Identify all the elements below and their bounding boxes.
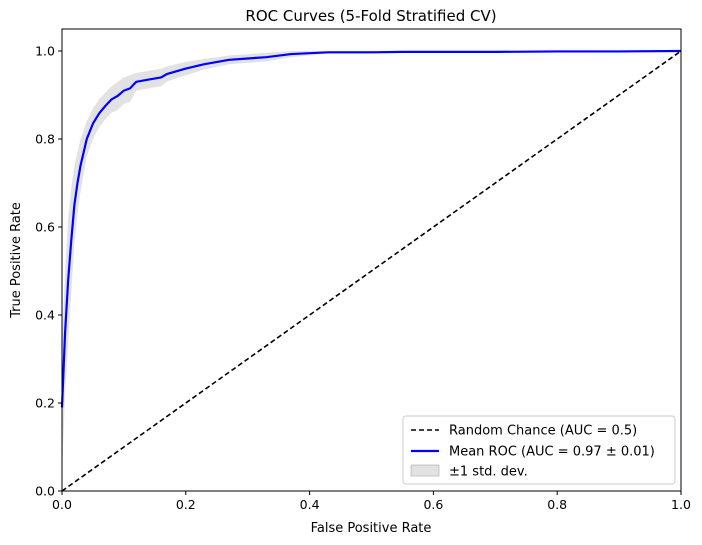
legend-label-mean-roc: Mean ROC (AUC = 0.97 ± 0.01) xyxy=(449,445,655,460)
legend-label-std-band: ±1 std. dev. xyxy=(449,465,528,480)
x-tick-label-4: 0.8 xyxy=(547,497,567,512)
x-tick-label-1: 0.2 xyxy=(176,497,196,512)
std-band-layer xyxy=(62,51,681,474)
y-tick-label-1: 0.2 xyxy=(35,396,55,411)
y-tick-label-3: 0.6 xyxy=(35,220,55,235)
legend-label-random-chance: Random Chance (AUC = 0.5) xyxy=(449,424,637,439)
x-tick-label-5: 1.0 xyxy=(671,497,691,512)
std-dev-band xyxy=(62,51,681,474)
y-tick-label-2: 0.4 xyxy=(35,308,55,323)
legend-swatch-std-band xyxy=(410,464,440,477)
mean-roc-line xyxy=(60,49,682,408)
random-chance-line xyxy=(61,50,682,492)
y-tick-label-4: 0.8 xyxy=(35,132,55,147)
axis-ticks-layer: 0.0 0.2 0.4 0.6 0.8 1.0 0.0 0.2 0.4 0.6 0.8 1.0 xyxy=(35,44,691,513)
y-tick-label-5: 1.0 xyxy=(35,44,55,59)
x-tick-label-3: 0.6 xyxy=(423,497,443,512)
x-tick-label-0: 0.0 xyxy=(52,497,72,512)
chart-title: ROC Curves (5-Fold Stratified CV) xyxy=(245,7,496,25)
y-axis-label: True Positive Rate xyxy=(9,202,24,319)
x-tick-label-2: 0.4 xyxy=(300,497,320,512)
x-axis-label: False Positive Rate xyxy=(311,521,432,536)
plot-frame xyxy=(61,28,682,492)
legend: Random Chance (AUC = 0.5) Mean ROC (AUC … xyxy=(402,415,676,485)
series-line-layer xyxy=(60,49,682,492)
legend-box xyxy=(402,415,676,485)
y-tick-label-0: 0.0 xyxy=(35,484,55,499)
